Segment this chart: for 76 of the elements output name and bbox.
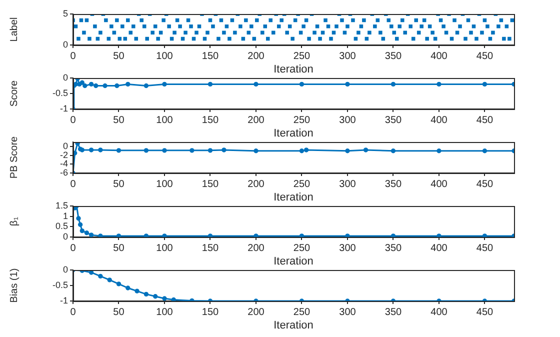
x-tick-label: 200 [248, 178, 265, 190]
x-tick-label: 250 [293, 178, 311, 190]
y-tick-label: -2 [60, 150, 68, 160]
x-tick-label: 400 [430, 306, 448, 318]
x-tick-label: 350 [384, 242, 402, 254]
y-axis-title: Label [8, 17, 20, 42]
x-tick-label: 150 [202, 306, 220, 318]
y-tick-label: -1 [60, 103, 68, 114]
x-tick-label: 0 [70, 178, 76, 190]
x-tick-label: 300 [339, 242, 356, 254]
x-tick-label: 450 [476, 114, 494, 126]
x-tick-label: 150 [202, 114, 220, 126]
x-tick-label: 0 [70, 114, 76, 126]
x-axis-title: Iteration [274, 63, 314, 76]
y-tick-label: -4 [60, 158, 68, 169]
y-tick-label: 0 [62, 231, 68, 242]
x-tick-label: 350 [384, 114, 402, 126]
y-tick-label: 0 [62, 264, 68, 274]
x-tick-label: 50 [113, 306, 125, 318]
y-tick-label: 1 [62, 210, 68, 221]
x-tick-label: 350 [384, 50, 402, 62]
x-tick-label: 200 [248, 50, 265, 62]
y-axis-title: PB Score [8, 136, 20, 179]
x-tick-label: 200 [248, 114, 265, 126]
x-tick-label: 350 [384, 178, 402, 190]
y-tick-label: -1 [60, 295, 68, 306]
y-tick-label: -6 [60, 167, 68, 178]
x-tick-label: 300 [339, 114, 356, 126]
x-tick-label: 300 [339, 50, 356, 62]
x-tick-label: 0 [70, 306, 76, 318]
x-tick-label: 200 [248, 306, 265, 318]
y-tick-label: 0 [62, 72, 68, 82]
x-tick-label: 450 [476, 306, 494, 318]
x-tick-label: 100 [156, 306, 174, 318]
x-tick-label: 50 [113, 242, 125, 254]
x-tick-label: 100 [156, 114, 174, 126]
x-tick-label: 450 [476, 50, 494, 62]
x-tick-label: 100 [156, 242, 174, 254]
x-tick-label: 400 [430, 50, 448, 62]
x-tick-label: 0 [70, 242, 76, 254]
x-tick-label: 400 [430, 242, 448, 254]
x-tick-label: 400 [430, 178, 448, 190]
x-tick-label: 50 [113, 50, 125, 62]
y-axis-title: Score [8, 80, 20, 107]
x-axis-title: Iteration [274, 255, 314, 268]
y-tick-label: -0.5 [52, 88, 68, 98]
x-tick-label: 200 [248, 242, 265, 254]
y-tick-label: 0.5 [55, 221, 68, 232]
x-tick-label: 150 [202, 242, 220, 254]
x-tick-label: 100 [156, 50, 174, 62]
x-tick-label: 150 [202, 50, 220, 62]
y-tick-label: 5 [62, 8, 68, 18]
x-tick-label: 250 [293, 242, 311, 254]
y-tick-label: 0 [62, 39, 68, 50]
x-tick-label: 250 [293, 306, 311, 318]
y-axis-title: β₁ [8, 216, 20, 226]
x-tick-label: 50 [113, 114, 125, 126]
x-tick-label: 450 [476, 178, 494, 190]
x-tick-label: 250 [293, 114, 311, 126]
x-axis-title: Iteration [274, 191, 314, 204]
x-tick-label: 150 [202, 178, 220, 190]
y-tick-label: -0.5 [52, 280, 68, 290]
y-tick-label: 0 [62, 140, 68, 151]
y-axis-title: Bias (1) [8, 268, 20, 303]
x-tick-label: 350 [384, 306, 402, 318]
y-tick-label: 1.5 [55, 200, 68, 210]
x-tick-label: 300 [339, 306, 356, 318]
x-tick-label: 50 [113, 178, 125, 190]
x-tick-label: 400 [430, 114, 448, 126]
x-tick-label: 0 [70, 50, 76, 62]
x-tick-label: 450 [476, 242, 494, 254]
x-axis-title: Iteration [274, 319, 314, 332]
x-tick-label: 100 [156, 178, 174, 190]
x-tick-label: 300 [339, 178, 356, 190]
x-tick-label: 250 [293, 50, 311, 62]
x-axis-title: Iteration [274, 127, 314, 140]
